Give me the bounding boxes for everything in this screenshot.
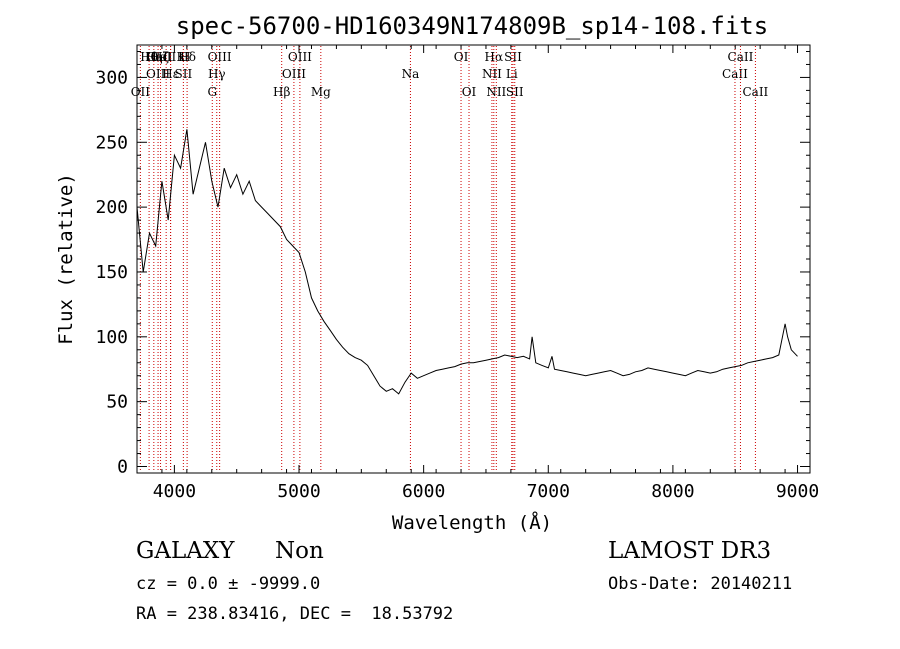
spectral-line-label: OIII bbox=[288, 50, 312, 64]
y-tick-label: 0 bbox=[117, 457, 128, 478]
spectral-line-label: CaII bbox=[722, 67, 748, 81]
x-axis-label: Wavelength (Å) bbox=[392, 511, 552, 534]
y-axis-label: Flux (relative) bbox=[55, 173, 77, 345]
spectral-line-label: CaII K bbox=[147, 50, 187, 64]
spectral-line-label: OIII bbox=[282, 67, 306, 81]
spectral-line-label: OIII bbox=[146, 67, 170, 81]
x-tick-label: 8000 bbox=[651, 481, 694, 502]
spectral-line-label: Hη bbox=[145, 50, 163, 64]
spectral-line-label: SII bbox=[506, 85, 524, 99]
y-tick-label: 200 bbox=[95, 197, 128, 218]
ra-dec: RA = 238.83416, DEC = 18.53792 bbox=[136, 604, 454, 624]
spectral-line-label: Hδ bbox=[178, 50, 196, 64]
y-tick-label: 50 bbox=[106, 392, 128, 413]
y-axis-ticks: 0 50 100 150 200 250 300 bbox=[95, 50, 810, 478]
x-tick-label: 4000 bbox=[153, 481, 196, 502]
x-tick-label: 9000 bbox=[776, 481, 819, 502]
spectral-line-label: NII bbox=[486, 85, 506, 99]
spectral-line-label: Hγ bbox=[208, 67, 226, 81]
spectral-line-label: NII bbox=[482, 67, 502, 81]
spectrum-line bbox=[136, 129, 798, 395]
spectral-line-label: CaII bbox=[742, 85, 768, 99]
spectral-line-label: Hζ bbox=[152, 50, 169, 64]
y-tick-label: 300 bbox=[95, 67, 128, 88]
spectral-line-label: Hβ bbox=[273, 85, 290, 99]
spectral-line-label: CaII H bbox=[150, 50, 190, 64]
spectral-line-label: Hα bbox=[485, 50, 504, 64]
obs-date: Obs-Date: 20140211 bbox=[608, 574, 793, 594]
spectral-line-label: SII bbox=[504, 50, 522, 64]
spectral-line-label: OI bbox=[454, 50, 469, 64]
plot-frame bbox=[136, 44, 811, 474]
object-subclass: Non bbox=[275, 538, 324, 564]
spectral-line-label: Mg bbox=[311, 85, 331, 99]
spectral-line-label: OIII bbox=[208, 50, 232, 64]
y-tick-label: 150 bbox=[95, 262, 128, 283]
redshift-cz: cz = 0.0 ± -9999.0 bbox=[136, 574, 321, 594]
spectral-line-label: G bbox=[207, 85, 217, 99]
spectral-line-label: SII bbox=[175, 67, 193, 81]
spectral-line-label: CaII bbox=[728, 50, 754, 64]
spectral-line-label: Hε bbox=[162, 67, 179, 81]
chart-title: spec-56700-HD160349N174809B_sp14-108.fit… bbox=[176, 12, 768, 40]
spectral-line-label: Na bbox=[402, 67, 420, 81]
survey-name: LAMOST DR3 bbox=[608, 538, 772, 564]
spectral-line-label: Li bbox=[506, 67, 518, 81]
spectral-line-label: Hθ bbox=[140, 50, 158, 64]
x-axis-ticks: 4000 5000 6000 7000 8000 9000 bbox=[136, 45, 819, 502]
y-tick-label: 100 bbox=[95, 327, 128, 348]
spectral-line-label: OII bbox=[131, 85, 151, 99]
y-tick-label: 250 bbox=[95, 132, 128, 153]
x-tick-label: 7000 bbox=[527, 481, 570, 502]
x-tick-label: 6000 bbox=[402, 481, 445, 502]
spectral-line-label: OI bbox=[462, 85, 477, 99]
x-tick-label: 5000 bbox=[277, 481, 320, 502]
object-class: GALAXY bbox=[136, 538, 235, 564]
